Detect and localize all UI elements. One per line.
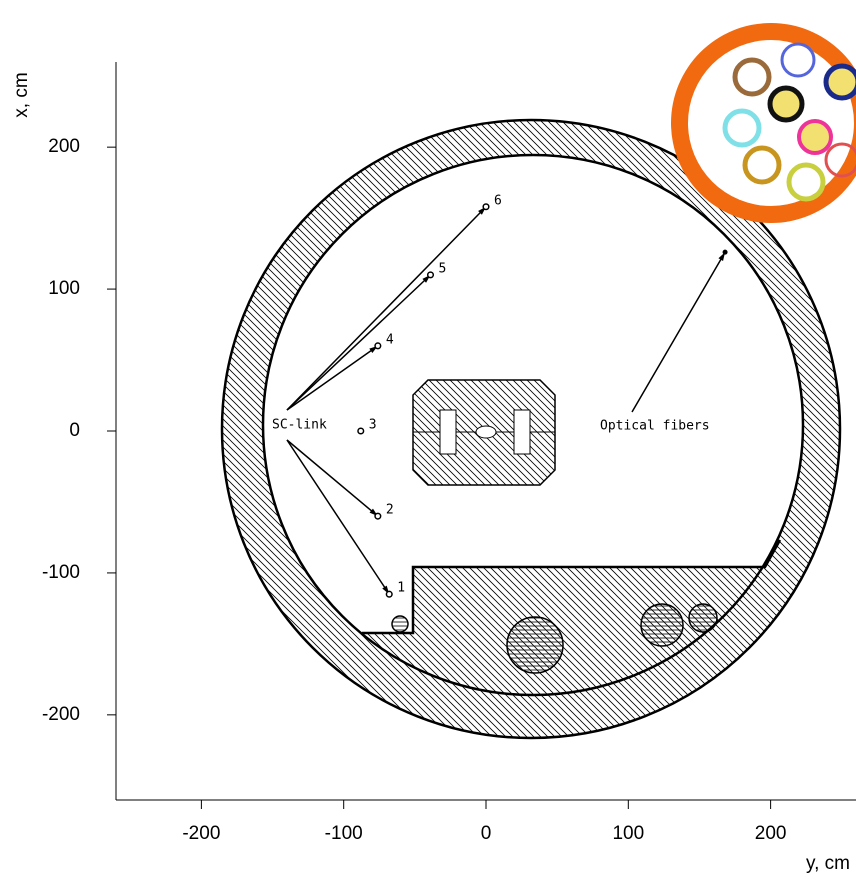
x-tick-label: 200 (755, 823, 787, 844)
y-axis-label: x, cm (11, 72, 32, 117)
point (483, 204, 489, 210)
point-label: 6 (494, 193, 502, 208)
y-tick-label: 100 (48, 278, 80, 299)
y-tick-label: 0 (69, 420, 80, 441)
point (375, 343, 381, 349)
point-label: 1 (397, 581, 405, 596)
point-label: 3 (369, 418, 377, 433)
x-tick-label: -200 (182, 823, 220, 844)
y-tick-label: 200 (48, 136, 80, 157)
point (358, 428, 364, 434)
y-tick-label: -100 (42, 562, 80, 583)
x-tick-label: 0 (481, 823, 492, 844)
point (375, 513, 381, 519)
chart: x, cm y, cm SC-link -200 -100 0 100 200 -200 -… (0, 0, 856, 882)
y-tick-label: -200 (42, 704, 80, 725)
point-label: 5 (439, 261, 447, 276)
point-label: 4 (386, 332, 394, 347)
point (723, 250, 728, 255)
x-tick-label: -100 (325, 823, 363, 844)
annotation: SC-link (272, 418, 327, 433)
annotation: Optical fibers (600, 419, 710, 434)
x-tick-label: 100 (612, 823, 644, 844)
point (386, 591, 392, 597)
point-label: 2 (386, 503, 394, 518)
point (428, 272, 434, 278)
x-axis-label: y, cm (806, 853, 850, 874)
